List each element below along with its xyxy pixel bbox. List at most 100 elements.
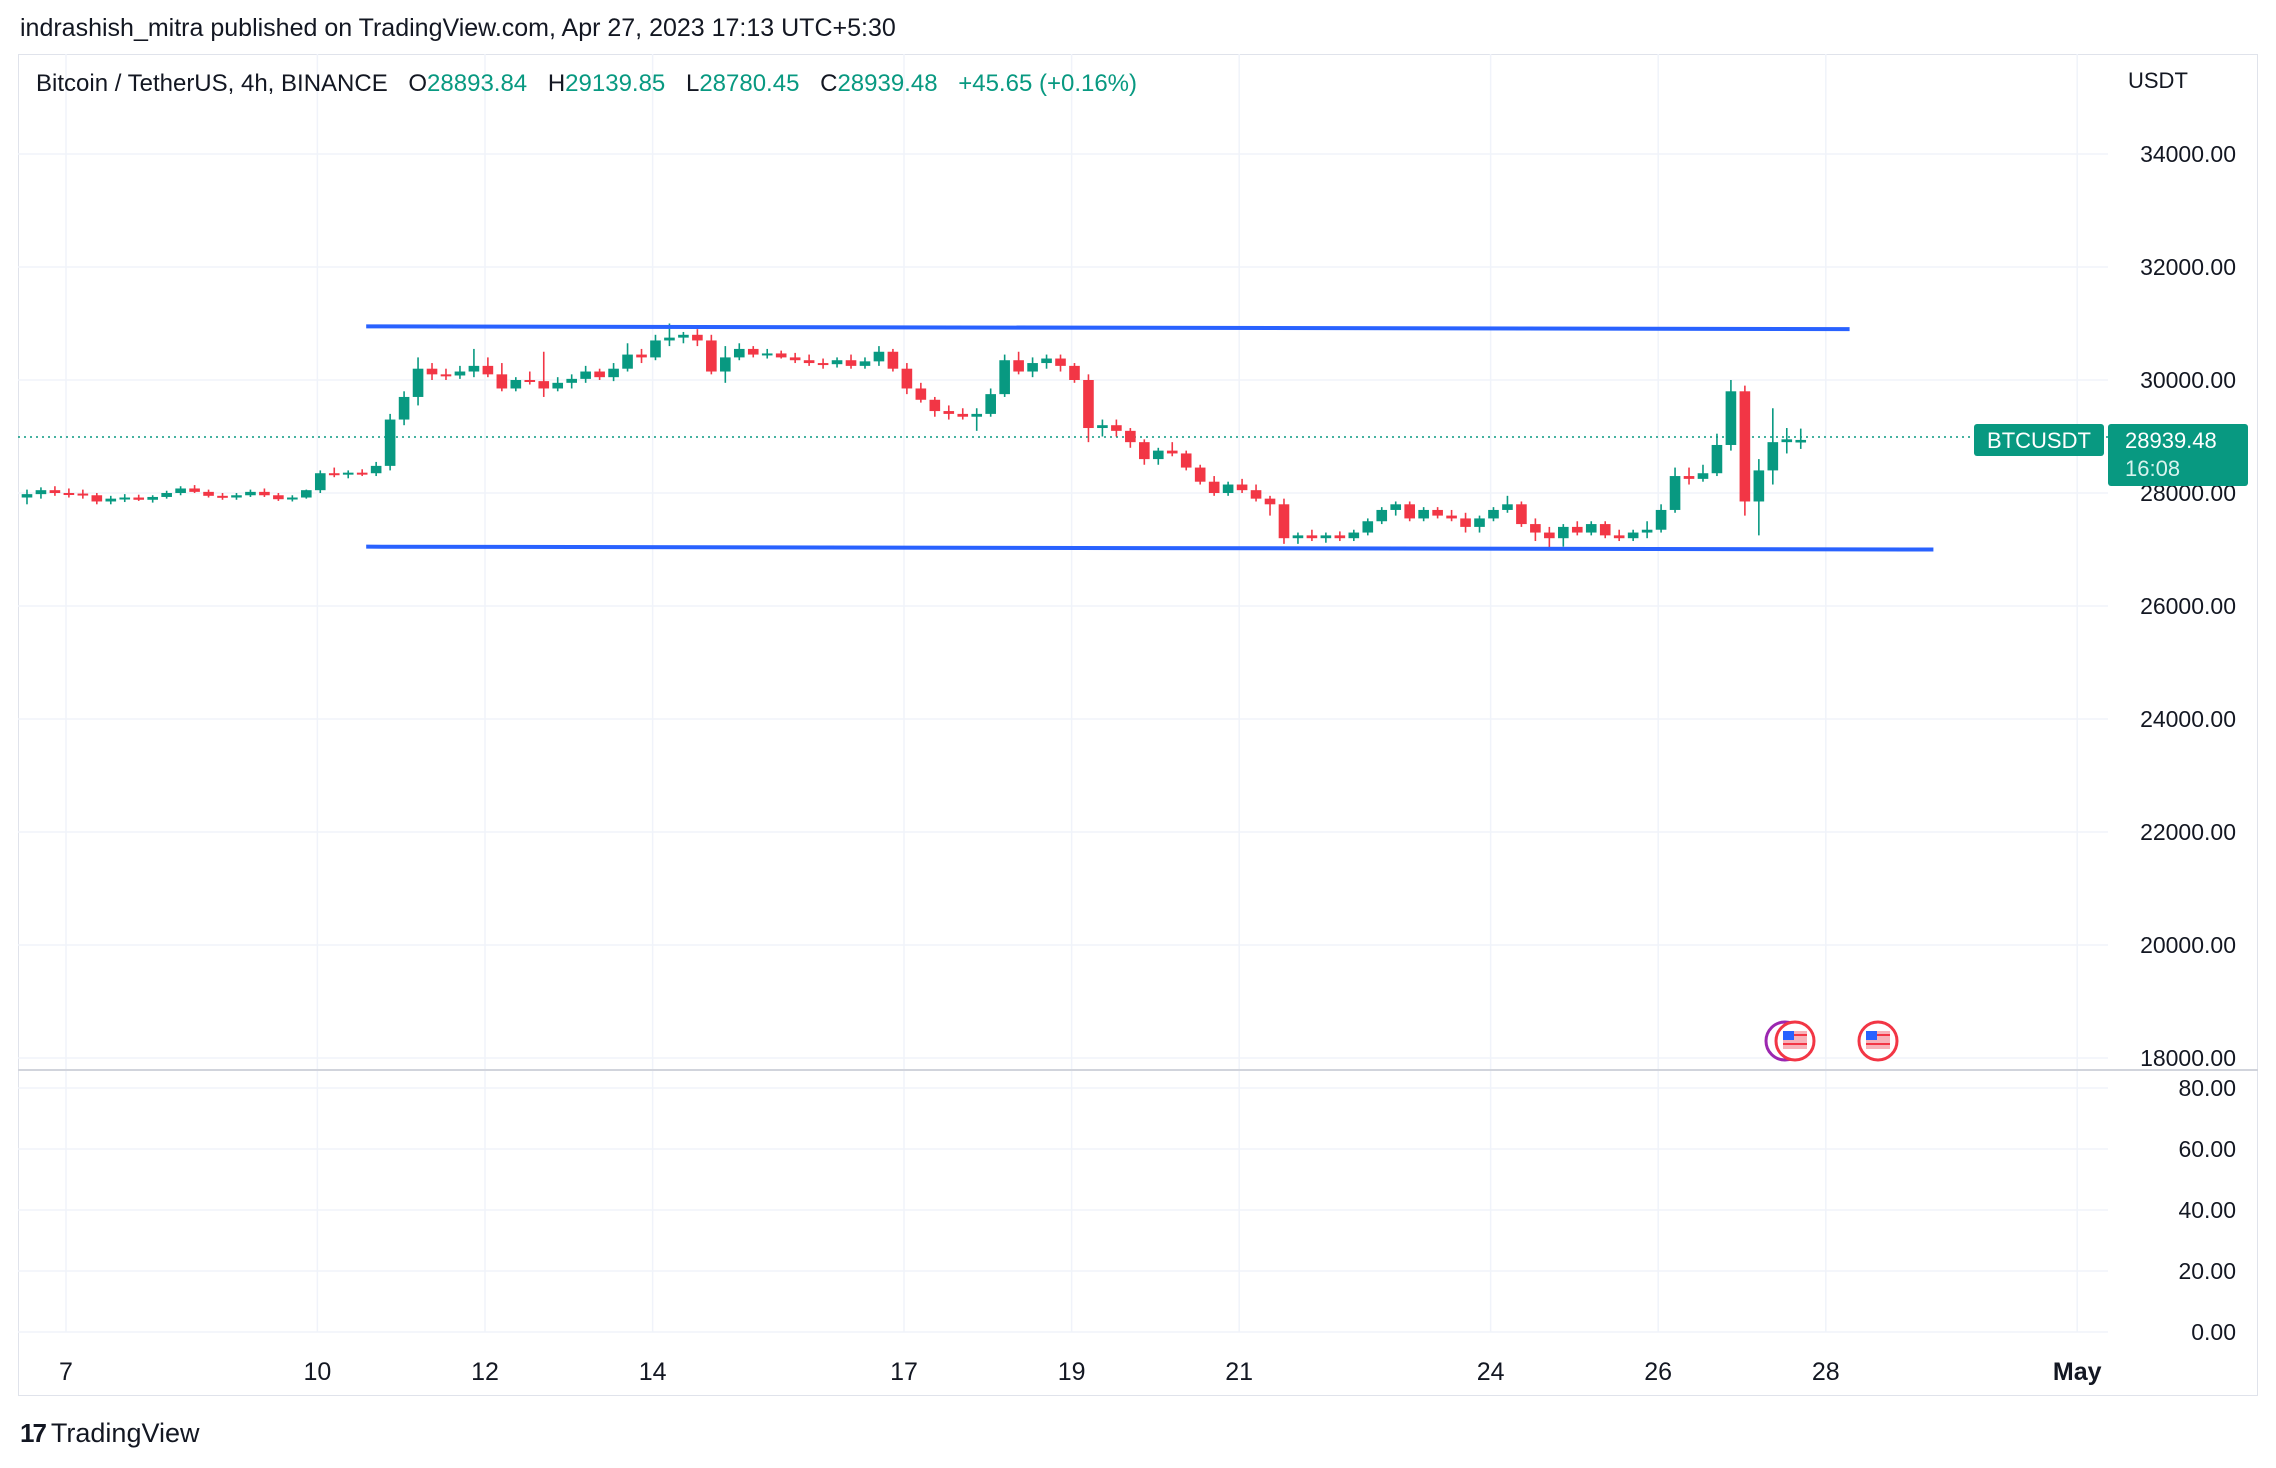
candle[interactable]	[929, 396, 941, 417]
candle[interactable]	[1767, 408, 1779, 485]
us-flag-icon[interactable]	[1857, 1020, 1899, 1062]
candle[interactable]	[1627, 529, 1639, 542]
candle[interactable]	[412, 357, 424, 406]
candle[interactable]	[678, 331, 689, 344]
candle[interactable]	[1152, 447, 1164, 465]
candle[interactable]	[524, 371, 536, 385]
candle[interactable]	[706, 334, 717, 375]
candle[interactable]	[1585, 521, 1597, 536]
candle[interactable]	[342, 470, 354, 479]
candle[interactable]	[1544, 526, 1555, 550]
candle[interactable]	[1446, 509, 1457, 522]
candle[interactable]	[231, 493, 242, 500]
candle[interactable]	[1753, 459, 1765, 536]
candle[interactable]	[1655, 504, 1667, 533]
candle[interactable]	[301, 489, 312, 499]
candle[interactable]	[859, 357, 871, 369]
candle[interactable]	[580, 365, 591, 383]
candle[interactable]	[426, 363, 438, 380]
candle[interactable]	[454, 365, 466, 379]
candle[interactable]	[105, 495, 117, 505]
candle[interactable]	[747, 346, 759, 358]
candle[interactable]	[1250, 484, 1262, 502]
candle[interactable]	[203, 489, 214, 498]
candle[interactable]	[328, 467, 340, 478]
candle[interactable]	[1404, 501, 1415, 522]
candle[interactable]	[789, 352, 801, 364]
candle[interactable]	[1111, 419, 1122, 437]
candle[interactable]	[273, 493, 284, 501]
candle[interactable]	[1390, 501, 1402, 516]
candle[interactable]	[1292, 532, 1304, 544]
candle[interactable]	[1208, 476, 1220, 496]
candle[interactable]	[1083, 374, 1094, 443]
candle[interactable]	[608, 363, 619, 382]
candle[interactable]	[1571, 521, 1583, 536]
candle[interactable]	[1139, 439, 1150, 465]
candle[interactable]	[1236, 478, 1248, 493]
candle[interactable]	[77, 489, 89, 499]
candle[interactable]	[496, 363, 508, 392]
candle[interactable]	[510, 377, 522, 392]
candle[interactable]	[1530, 518, 1541, 542]
candle[interactable]	[384, 413, 396, 471]
candle[interactable]	[398, 391, 410, 426]
candle[interactable]	[733, 343, 745, 361]
candle[interactable]	[803, 354, 815, 366]
candle[interactable]	[1669, 467, 1681, 513]
trendline[interactable]	[366, 544, 1934, 552]
candle[interactable]	[761, 348, 773, 359]
candle[interactable]	[1683, 467, 1695, 485]
candle[interactable]	[259, 488, 270, 497]
candle[interactable]	[1697, 464, 1709, 482]
candle[interactable]	[1432, 507, 1443, 519]
candle[interactable]	[1194, 464, 1206, 485]
candle[interactable]	[831, 357, 843, 368]
candle[interactable]	[91, 493, 103, 505]
candle[interactable]	[552, 377, 564, 392]
candle[interactable]	[482, 357, 494, 378]
candle[interactable]	[1362, 518, 1374, 536]
candle[interactable]	[356, 469, 368, 477]
candle[interactable]	[49, 486, 61, 496]
candle[interactable]	[915, 382, 927, 403]
candle[interactable]	[636, 348, 647, 364]
candle[interactable]	[650, 334, 661, 361]
candle[interactable]	[1376, 507, 1388, 525]
candle[interactable]	[622, 343, 633, 372]
candle[interactable]	[943, 405, 955, 420]
candle[interactable]	[1027, 357, 1038, 378]
candle[interactable]	[161, 490, 172, 499]
candle[interactable]	[1055, 354, 1066, 372]
candle[interactable]	[1222, 481, 1234, 496]
candle[interactable]	[245, 489, 256, 497]
candle[interactable]	[1613, 529, 1625, 542]
candle[interactable]	[1599, 521, 1611, 539]
candle[interactable]	[720, 346, 731, 383]
candle[interactable]	[1348, 529, 1360, 542]
candle[interactable]	[1306, 529, 1318, 542]
candle[interactable]	[1488, 507, 1499, 522]
candle[interactable]	[440, 368, 452, 380]
candle[interactable]	[566, 374, 577, 389]
candle[interactable]	[971, 408, 983, 431]
candle[interactable]	[287, 495, 298, 502]
candle[interactable]	[21, 489, 33, 505]
candle[interactable]	[63, 488, 75, 498]
candle[interactable]	[1474, 515, 1485, 533]
candle[interactable]	[1097, 419, 1108, 437]
candle[interactable]	[1013, 351, 1024, 375]
candle[interactable]	[1641, 521, 1653, 539]
candle[interactable]	[775, 350, 787, 359]
candle[interactable]	[1516, 501, 1527, 527]
candle[interactable]	[370, 461, 382, 477]
candle[interactable]	[1781, 428, 1793, 454]
candle[interactable]	[887, 348, 899, 372]
candle[interactable]	[1278, 498, 1290, 544]
candle[interactable]	[1460, 512, 1471, 533]
footer-brand[interactable]: 17 TradingView	[20, 1418, 200, 1449]
candle[interactable]	[217, 493, 228, 500]
candle[interactable]	[1069, 363, 1080, 383]
candle[interactable]	[817, 358, 829, 369]
candle[interactable]	[873, 346, 885, 366]
